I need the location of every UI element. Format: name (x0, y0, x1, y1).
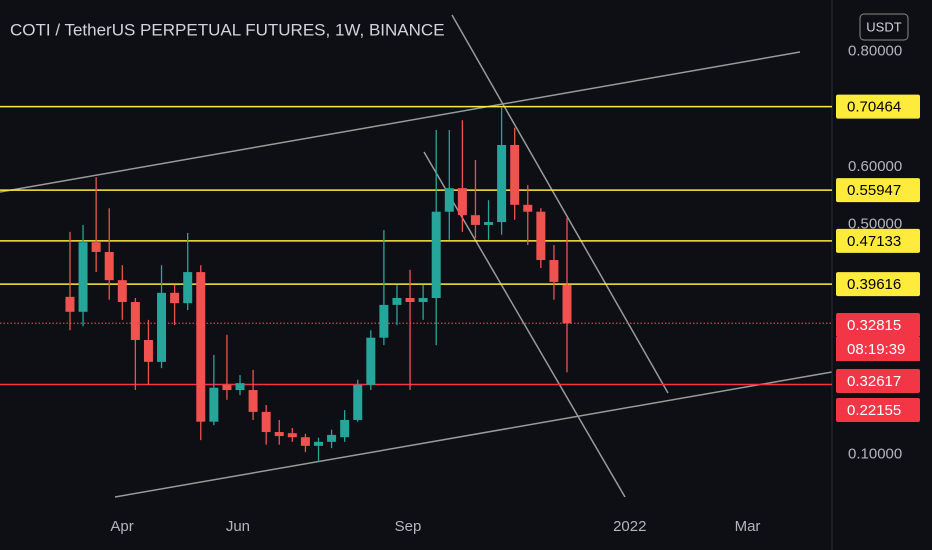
candle-body (418, 297, 428, 303)
candle-body (392, 297, 402, 305)
candle-body (157, 292, 167, 362)
x-tick-label: 2022 (613, 518, 646, 535)
candle-body (209, 387, 219, 422)
currency-box[interactable] (859, 13, 909, 41)
currency[interactable]: USDT (866, 19, 901, 34)
candle-body (340, 419, 350, 438)
candle-body (183, 272, 193, 304)
candle-body (444, 188, 454, 212)
last-price-label: 0.32815 (847, 317, 901, 334)
level-label-box (836, 228, 920, 253)
candle-body (457, 188, 467, 216)
level-label-box (836, 178, 920, 203)
chart-title: COTI / TetherUS PERPETUAL FUTURES, 1W, B… (10, 20, 445, 39)
trend-line (423, 151, 626, 498)
x-tick-label: Jun (226, 518, 250, 535)
level-label: 0.47133 (847, 233, 901, 250)
candle-body (274, 432, 284, 437)
y-tick-label: 0.80000 (848, 43, 902, 60)
candle-body (366, 337, 376, 385)
candle-body (117, 280, 127, 303)
level-label: 0.70464 (847, 99, 901, 116)
level-label: 0.39616 (847, 276, 901, 293)
candle-body (484, 222, 494, 225)
candle-body (248, 390, 258, 412)
candle-body (549, 260, 559, 282)
candle-body (497, 144, 507, 223)
candle-body (143, 339, 153, 362)
level-label: 0.55947 (847, 182, 901, 199)
trend-line (114, 371, 833, 498)
support-label: 0.22155 (847, 402, 901, 419)
candle-body (130, 302, 140, 340)
x-tick-label: Mar (735, 518, 761, 535)
candle-body (104, 251, 114, 281)
x-tick-label: Sep (395, 518, 422, 535)
y-tick-label: 0.60000 (848, 158, 902, 175)
candle-body (196, 272, 206, 422)
y-tick-label: 0.50000 (848, 215, 902, 232)
candle-body (261, 411, 271, 433)
last-price-label-box (836, 313, 920, 337)
countdown: 08:19:39 (847, 341, 905, 358)
marker-price-label: 0.32617 (847, 373, 901, 390)
candle-body (170, 292, 180, 304)
candle-body (91, 242, 101, 252)
candle-body (65, 296, 75, 312)
candle-body (523, 204, 533, 212)
candle-body (287, 433, 297, 438)
trend-lines (0, 14, 833, 498)
candle-body (353, 384, 363, 420)
candle-body (327, 434, 337, 442)
candle-body (470, 215, 480, 225)
candle-body (313, 441, 323, 446)
y-tick-label: 0.10000 (848, 445, 902, 462)
countdown-box (836, 337, 920, 361)
candle-body (235, 383, 245, 391)
trend-line (0, 51, 801, 193)
x-tick-label: Apr (110, 518, 133, 535)
candle-body (562, 284, 572, 324)
candle-body (300, 437, 310, 446)
candle-body (431, 211, 441, 298)
candle-body (379, 304, 389, 338)
trend-line (451, 14, 669, 394)
candle-body (222, 384, 232, 391)
candle-body (78, 242, 88, 312)
candle-body (510, 144, 520, 205)
marker-price-label-box (836, 369, 920, 393)
candle-body (536, 211, 546, 261)
level-label-box (836, 94, 920, 119)
candle-body (405, 297, 415, 303)
level-label-box (836, 272, 920, 297)
support-label-box (836, 398, 920, 422)
